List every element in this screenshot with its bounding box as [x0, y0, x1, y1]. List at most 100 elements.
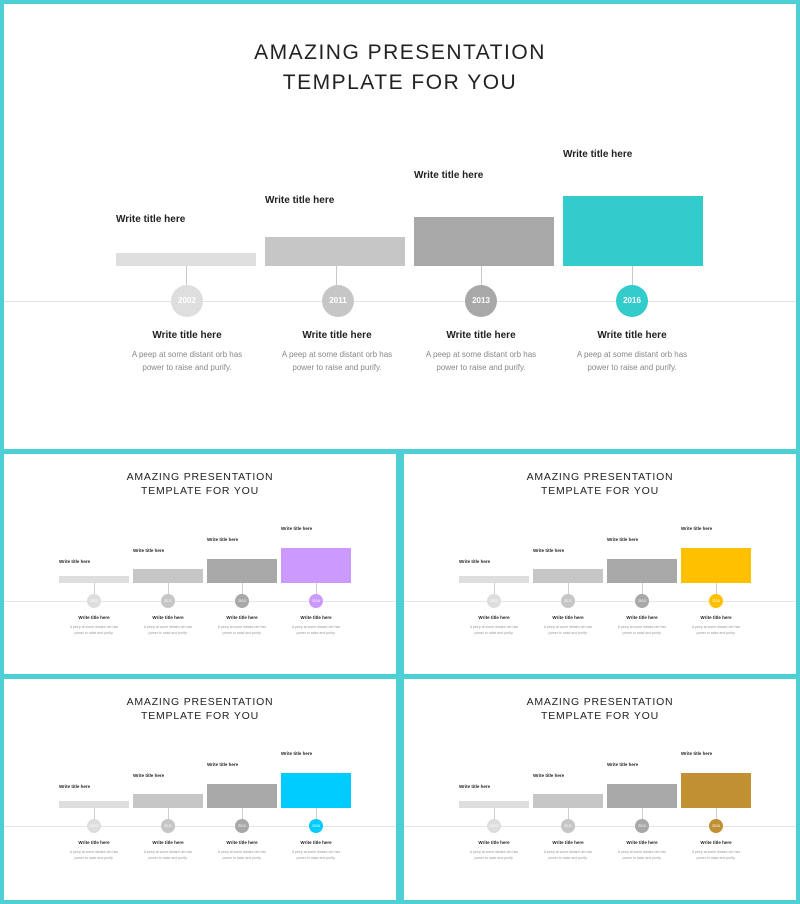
step-title-4: Write title here [681, 526, 713, 531]
step-stem-2 [336, 266, 337, 286]
item-title-4: Write title here [597, 330, 667, 341]
step-title-1: Write title here [459, 784, 491, 789]
step-stem-3 [242, 583, 243, 594]
item-desc-2: A peep at some distant orb has power to r… [133, 849, 203, 861]
step-bar-1 [59, 801, 129, 808]
step-stem-4 [716, 583, 717, 594]
item-title-1: Write title here [78, 840, 110, 845]
year-node-1: 2002 [87, 594, 101, 608]
year-label-1: 2002 [90, 824, 98, 828]
item-desc-2-line2: power to raise and purify. [148, 631, 188, 635]
item-title-1: Write title here [152, 330, 222, 341]
item-desc-4-line1: A peep at some distant orb has [291, 850, 341, 854]
year-node-3: 2013 [235, 819, 249, 833]
step-stem-3 [242, 808, 243, 819]
item-title-1: Write title here [78, 615, 110, 620]
step-bar-2 [133, 569, 203, 583]
step-title-4: Write title here [563, 149, 633, 160]
step-title-2: Write title here [133, 548, 165, 553]
item-title-2: Write title here [302, 330, 372, 341]
item-desc-2: A peep at some distant orb has power to r… [133, 624, 203, 636]
step-stem-2 [168, 583, 169, 594]
step-stem-4 [632, 266, 633, 286]
year-node-3: 2013 [235, 594, 249, 608]
item-desc-1: A peep at some distant orb has power to r… [59, 624, 129, 636]
slide-variant-blue[interactable]: AMAZING PRESENTATION TEMPLATE FOR YOU Writ… [4, 679, 396, 900]
step-bar-4 [281, 773, 351, 808]
year-label-2: 2011 [564, 599, 572, 603]
item-desc-1-line2: power to raise and purify. [74, 631, 114, 635]
year-label-1: 2002 [490, 599, 498, 603]
item-desc-2-line1: A peep at some distant orb has [143, 850, 193, 854]
year-label-3: 2013 [472, 296, 490, 305]
item-desc-3-line1: A peep at some distant orb has [617, 625, 667, 629]
step-stem-1 [494, 808, 495, 819]
item-desc-4-line1: A peep at some distant orb has [291, 625, 341, 629]
step-bar-1 [116, 253, 256, 266]
step-bar-2 [533, 569, 603, 583]
item-desc-4: A peep at some distant orb has power to r… [681, 624, 751, 636]
year-label-4: 2016 [623, 296, 641, 305]
item-desc-2-line2: power to raise and purify. [292, 363, 382, 372]
item-desc-2-line1: A peep at some distant orb has [281, 350, 393, 359]
year-label-4: 2016 [312, 824, 320, 828]
step-title-3: Write title here [207, 762, 239, 767]
item-desc-1-line2: power to raise and purify. [142, 363, 232, 372]
step-stem-4 [316, 583, 317, 594]
item-title-1: Write title here [478, 615, 510, 620]
item-desc-1-line1: A peep at some distant orb has [469, 850, 519, 854]
slide-variant-yellow[interactable]: AMAZING PRESENTATION TEMPLATE FOR YOU Writ… [404, 454, 796, 674]
timeline-axis [4, 601, 396, 602]
slide-variant-purple[interactable]: AMAZING PRESENTATION TEMPLATE FOR YOU Writ… [4, 454, 396, 674]
year-label-2: 2011 [164, 599, 172, 603]
item-desc-1-line1: A peep at some distant orb has [469, 625, 519, 629]
item-desc-2: A peep at some distant orb has power to r… [533, 849, 603, 861]
step-title-4: Write title here [281, 751, 313, 756]
item-desc-2: A peep at some distant orb has power to … [267, 348, 407, 374]
step-bar-2 [533, 794, 603, 808]
year-label-3: 2013 [238, 599, 246, 603]
step-title-4: Write title here [681, 751, 713, 756]
slide-title-line1: AMAZING PRESENTATION [126, 696, 274, 708]
item-desc-4-line2: power to raise and purify. [587, 363, 677, 372]
slide-title-line2: TEMPLATE FOR YOU [540, 710, 659, 722]
item-desc-4-line1: A peep at some distant orb has [691, 625, 741, 629]
step-title-1: Write title here [459, 559, 491, 564]
item-desc-1: A peep at some distant orb has power to r… [59, 849, 129, 861]
year-label-3: 2013 [638, 824, 646, 828]
item-desc-1-line2: power to raise and purify. [74, 856, 114, 860]
item-desc-2-line1: A peep at some distant orb has [543, 850, 593, 854]
year-node-1: 2002 [487, 594, 501, 608]
slide-variant-gold[interactable]: AMAZING PRESENTATION TEMPLATE FOR YOU Writ… [404, 679, 796, 900]
step-bar-3 [414, 217, 554, 266]
year-label-4: 2016 [312, 599, 320, 603]
item-title-3: Write title here [226, 615, 258, 620]
item-desc-4-line2: power to raise and purify. [696, 856, 736, 860]
item-title-2: Write title here [552, 615, 584, 620]
item-title-4: Write title here [700, 840, 732, 845]
year-node-2: 2011 [561, 594, 575, 608]
step-stem-1 [186, 266, 187, 286]
step-title-1: Write title here [116, 214, 186, 225]
step-title-3: Write title here [414, 170, 484, 181]
step-bar-1 [59, 576, 129, 583]
slide-title-line2: TEMPLATE FOR YOU [282, 71, 518, 94]
item-desc-3-line2: power to raise and purify. [436, 363, 526, 372]
year-node-3: 2013 [635, 819, 649, 833]
item-title-4: Write title here [300, 840, 332, 845]
slide-title: AMAZING PRESENTATION TEMPLATE FOR YOU [404, 470, 796, 498]
year-node-1: 2002 [487, 819, 501, 833]
item-desc-4: A peep at some distant orb has power to r… [681, 849, 751, 861]
step-title-1: Write title here [59, 784, 91, 789]
year-node-2: 2011 [161, 819, 175, 833]
item-desc-3-line2: power to raise and purify. [622, 631, 662, 635]
item-desc-3-line2: power to raise and purify. [222, 856, 262, 860]
step-bar-3 [607, 784, 677, 808]
slide-main[interactable]: AMAZING PRESENTATION TEMPLATE FOR YOU Wr… [4, 4, 796, 449]
step-stem-3 [642, 808, 643, 819]
timeline-axis [404, 601, 796, 602]
item-desc-1-line2: power to raise and purify. [474, 856, 514, 860]
year-label-1: 2002 [90, 599, 98, 603]
step-stem-2 [168, 808, 169, 819]
item-title-3: Write title here [226, 840, 258, 845]
